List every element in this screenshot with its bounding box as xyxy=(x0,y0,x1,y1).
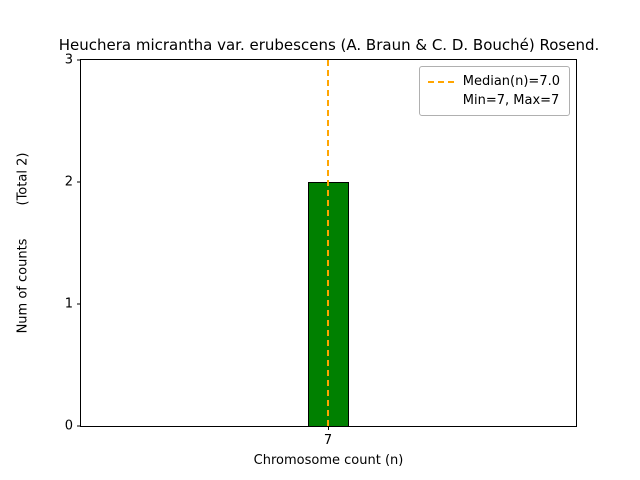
median-line xyxy=(327,60,329,426)
y-tick-mark xyxy=(77,303,81,305)
chart-title: Heuchera micrantha var. erubescens (A. B… xyxy=(58,36,600,54)
plot-area: 3 2 1 0 7 Chromosome count (n) Num of co… xyxy=(16,54,577,468)
y-tick-mark xyxy=(77,181,81,183)
x-axis-label: Chromosome count (n) xyxy=(253,453,404,468)
legend-entry-median: Median(n)=7.0 xyxy=(427,72,560,91)
y-tick-mark xyxy=(77,59,81,61)
y-tick-label: 3 xyxy=(64,52,73,68)
y-tick-mark xyxy=(77,425,81,427)
legend-entry-label: Min=7, Max=7 xyxy=(462,93,560,108)
y-axis-label: Num of counts (Total 2) xyxy=(15,152,31,334)
y-tick-label: 2 xyxy=(64,174,73,190)
dashed-line-icon xyxy=(427,80,455,83)
y-tick-label: 0 xyxy=(64,418,73,434)
x-tick-mark xyxy=(328,426,329,430)
legend-entry-label: Median(n)=7.0 xyxy=(462,74,560,89)
legend-entry-minmax: Min=7, Max=7 xyxy=(428,91,560,110)
y-tick-label: 1 xyxy=(64,296,73,312)
x-tick-label: 7 xyxy=(323,433,333,448)
legend: Median(n)=7.0 Min=7, Max=7 xyxy=(418,66,570,116)
